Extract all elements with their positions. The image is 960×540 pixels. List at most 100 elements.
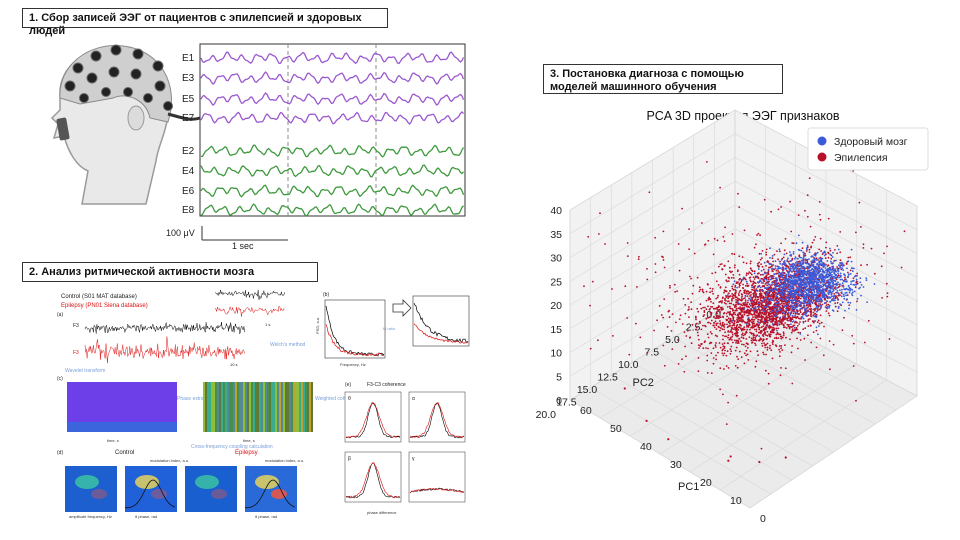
point-healthy xyxy=(765,279,768,281)
point-healthy xyxy=(766,282,769,284)
point-epilepsy xyxy=(735,298,737,301)
point-epilepsy xyxy=(748,271,751,273)
point-epilepsy xyxy=(779,312,781,315)
point-epilepsy xyxy=(589,347,592,350)
point-epilepsy xyxy=(833,293,836,295)
phase-stripe xyxy=(205,382,207,432)
point-healthy xyxy=(761,299,764,302)
point-healthy xyxy=(829,301,831,303)
point-epilepsy xyxy=(781,312,784,315)
point-epilepsy xyxy=(771,328,774,331)
phase-stripe xyxy=(225,382,227,432)
point-healthy xyxy=(859,286,861,289)
point-healthy xyxy=(791,308,793,311)
point-epilepsy xyxy=(709,311,712,314)
point-epilepsy xyxy=(725,354,728,357)
point-epilepsy xyxy=(808,304,811,307)
eeg-trace-e6 xyxy=(200,184,465,198)
point-epilepsy xyxy=(727,280,730,282)
point-epilepsy xyxy=(662,344,665,347)
point-healthy xyxy=(811,281,813,283)
point-epilepsy xyxy=(702,347,705,350)
channel-label-e3: E3 xyxy=(182,73,195,84)
point-healthy xyxy=(763,297,766,300)
point-epilepsy xyxy=(719,367,722,370)
fi-ratio-label: f/f ratio xyxy=(383,326,396,331)
point-healthy xyxy=(805,314,808,317)
point-healthy xyxy=(813,297,815,299)
point-healthy xyxy=(745,323,748,325)
point-epilepsy xyxy=(757,277,760,280)
point-healthy xyxy=(812,273,815,275)
point-healthy xyxy=(788,319,791,322)
point-epilepsy xyxy=(675,321,677,324)
point-epilepsy xyxy=(721,352,724,355)
point-epilepsy xyxy=(762,315,765,318)
point-healthy xyxy=(790,287,792,290)
point-epilepsy xyxy=(814,236,817,238)
point-epilepsy xyxy=(731,252,733,255)
point-epilepsy xyxy=(854,286,857,289)
point-healthy xyxy=(789,260,791,263)
point-healthy xyxy=(793,264,795,267)
phase-stripe xyxy=(311,382,313,432)
point-healthy xyxy=(804,260,807,262)
point-healthy xyxy=(804,281,807,284)
point-healthy xyxy=(788,262,791,265)
point-epilepsy xyxy=(706,354,709,357)
point-healthy xyxy=(856,297,859,300)
point-epilepsy xyxy=(818,322,821,325)
point-healthy xyxy=(783,305,786,308)
point-epilepsy xyxy=(735,305,737,308)
point-healthy xyxy=(820,260,823,262)
point-epilepsy xyxy=(747,301,749,304)
point-epilepsy xyxy=(731,233,734,235)
point-epilepsy xyxy=(732,312,735,314)
point-healthy xyxy=(832,310,835,312)
point-healthy xyxy=(796,267,798,269)
point-healthy xyxy=(788,286,790,289)
point-epilepsy xyxy=(772,264,775,266)
point-healthy xyxy=(781,289,783,292)
point-healthy xyxy=(840,295,843,298)
point-epilepsy xyxy=(782,326,785,329)
mi-curve-1 xyxy=(124,479,176,509)
point-healthy xyxy=(800,264,802,266)
point-healthy xyxy=(754,307,757,309)
point-epilepsy xyxy=(711,288,714,290)
point-healthy xyxy=(774,260,777,263)
point-healthy xyxy=(766,301,769,304)
point-healthy xyxy=(815,252,818,255)
point-epilepsy xyxy=(782,323,785,326)
point-epilepsy xyxy=(787,265,789,268)
point-epilepsy xyxy=(782,334,785,337)
legend-label-1: Эпилепсия xyxy=(834,152,888,164)
point-epilepsy xyxy=(723,240,726,243)
point-healthy xyxy=(802,261,805,264)
point-epilepsy xyxy=(737,281,739,283)
phase-extraction-label: Phase extraction xyxy=(177,396,214,402)
point-healthy xyxy=(808,286,811,289)
point-epilepsy xyxy=(776,316,779,319)
phase-stripe xyxy=(267,382,269,432)
phase-difference-label: phase difference xyxy=(367,510,397,515)
point-epilepsy xyxy=(743,321,746,323)
point-healthy xyxy=(812,268,814,271)
point-healthy xyxy=(812,285,815,288)
point-epilepsy xyxy=(730,328,733,331)
point-epilepsy xyxy=(719,388,721,391)
point-epilepsy xyxy=(764,331,767,334)
coherence-panel-0 xyxy=(344,391,402,443)
point-epilepsy xyxy=(809,318,811,320)
coherence-panel-2 xyxy=(344,451,402,503)
point-epilepsy xyxy=(772,293,775,296)
point-epilepsy xyxy=(722,338,724,341)
point-epilepsy xyxy=(748,291,751,294)
point-epilepsy xyxy=(737,334,739,337)
point-epilepsy xyxy=(773,312,775,314)
point-epilepsy xyxy=(728,277,730,279)
phase-stripe xyxy=(221,382,223,432)
point-healthy xyxy=(833,272,836,275)
point-epilepsy xyxy=(708,296,710,299)
point-epilepsy xyxy=(759,234,761,237)
